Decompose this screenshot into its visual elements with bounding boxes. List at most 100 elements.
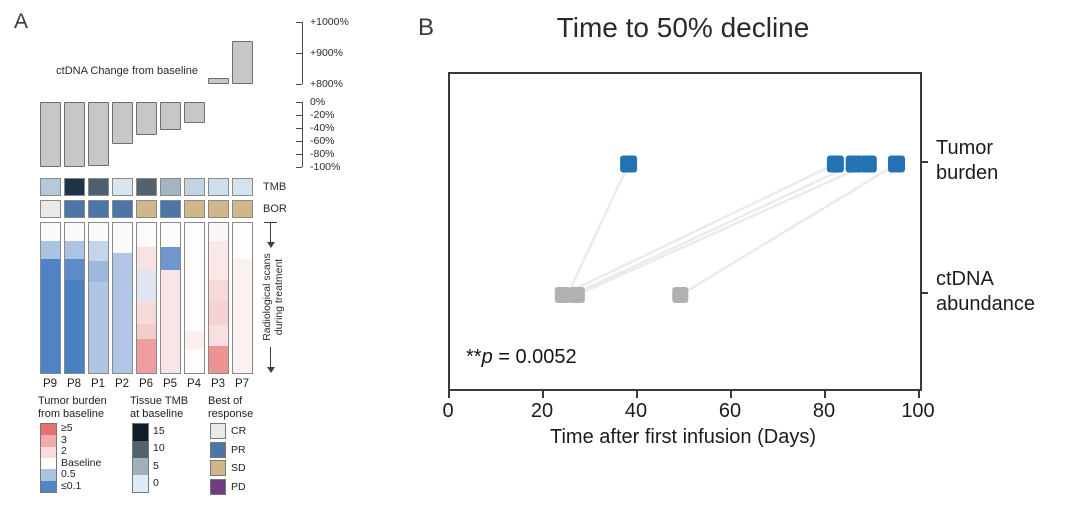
legend-label: 0 — [153, 477, 159, 490]
ctdna-decrease-bar — [183, 102, 205, 123]
tumor-burden-point — [826, 155, 844, 173]
axis-tick-label: -20% — [310, 109, 335, 121]
heatmap-cell — [208, 241, 228, 280]
tumor-burden-tick — [920, 161, 928, 163]
ctdna-decrease-bar — [159, 102, 181, 130]
scatter-plot — [554, 155, 905, 303]
ctdna-decrease-bar — [135, 102, 157, 135]
heatmap-cell — [64, 241, 84, 259]
heatmap-cell — [136, 223, 156, 247]
tmb-cell — [207, 178, 229, 196]
axis-tick — [296, 22, 302, 23]
legend-label: Baseline — [61, 456, 102, 469]
pair-connector-line — [576, 162, 869, 297]
y-label-line: Tumor — [936, 137, 994, 159]
legend-swatch — [133, 441, 148, 458]
axis-tick — [296, 53, 302, 54]
heatmap-column — [207, 222, 229, 374]
axis-tick — [296, 128, 302, 129]
patient-label: P5 — [162, 378, 178, 390]
legend-title-line: response — [208, 407, 254, 420]
axis-tick-label: -100% — [310, 161, 341, 173]
legend-swatch — [133, 458, 148, 475]
ctdna-increase-bar — [231, 40, 253, 84]
legend-label: CR — [231, 425, 247, 437]
tumor-burden-point — [859, 155, 877, 173]
down-arrow-icon — [267, 242, 275, 248]
heatmap-column — [159, 222, 181, 374]
legend-swatch — [210, 478, 226, 495]
tmb-cell — [231, 178, 253, 196]
legend-label: PR — [231, 443, 246, 456]
down-arrow-icon — [267, 367, 275, 373]
tumor-burden-point — [888, 155, 905, 173]
pair-connector-line — [562, 162, 836, 297]
bor-cell — [159, 200, 181, 218]
legend-label: 15 — [153, 425, 165, 437]
tmb-cell — [87, 178, 109, 196]
heatmap-cell — [160, 269, 180, 373]
heatmap-cell — [88, 281, 108, 373]
heatmap-cell — [184, 223, 204, 331]
axis-tick-label: -40% — [310, 122, 335, 134]
tmb-cell — [63, 178, 85, 196]
panel-a: A ctDNA Change from baseline +1000% +900%… — [0, 0, 400, 511]
patient-label: P2 — [114, 378, 130, 390]
patient-label: P9 — [42, 378, 58, 390]
ctdna-point — [568, 287, 585, 303]
ctdna-increase-bar — [207, 77, 229, 84]
axis-line — [302, 102, 303, 167]
heatmap-column — [183, 222, 205, 374]
legend-swatch — [41, 435, 56, 447]
heatmap-cell — [160, 247, 180, 270]
legend-swatch — [41, 424, 56, 436]
axis-tick-label: +1000% — [310, 16, 349, 28]
ctdna-point — [554, 287, 571, 303]
y-label-line: ctDNA — [936, 268, 994, 290]
heatmap-cell — [184, 349, 204, 373]
legend-swatch — [41, 480, 56, 492]
heatmap-cell — [208, 325, 228, 346]
axis-line — [302, 22, 303, 84]
legend-label: 0.5 — [61, 468, 76, 481]
heatmap-cell — [208, 280, 228, 301]
legend-swatch — [41, 469, 56, 481]
heatmap-cell — [88, 223, 108, 241]
bor-cell — [87, 200, 109, 218]
legend-title-line: Tissue TMB — [130, 395, 189, 407]
p-value: = 0.0052 — [492, 346, 577, 368]
legend-label: ≤0.1 — [61, 479, 82, 492]
legend-label: ≥5 — [61, 422, 73, 434]
tmb-cell — [39, 178, 61, 196]
legend-tumor-burden-swatches — [40, 423, 57, 493]
tmb-cell — [159, 178, 181, 196]
heatmap-cell — [208, 223, 228, 241]
p-symbol: p — [481, 346, 493, 368]
axis-tick — [296, 167, 302, 168]
legend-label: 2 — [61, 445, 67, 458]
ctdna-decrease-bar — [63, 102, 85, 167]
ctdna-abundance-axis-label: ctDNA abundance — [936, 267, 1035, 317]
scans-annotation: Radiological scans during treatment — [261, 241, 285, 353]
x-axis-tick — [636, 389, 638, 398]
legend-label: PD — [231, 480, 246, 493]
legend-title-line: from baseline — [38, 407, 105, 420]
bor-cell — [111, 200, 133, 218]
heatmap-cell — [136, 301, 156, 324]
heatmap-cell — [208, 301, 228, 325]
heatmap-column — [39, 222, 61, 374]
legend-swatch — [133, 475, 148, 492]
bor-cell — [135, 200, 157, 218]
heatmap-cell — [160, 223, 180, 247]
panel-a-label: A — [14, 10, 29, 33]
bor-cell — [183, 200, 205, 218]
heatmap-cell — [232, 223, 252, 259]
pair-connector-line — [566, 163, 630, 296]
legend-label: 10 — [153, 442, 165, 455]
bor-cell — [207, 200, 229, 218]
legend-swatch — [210, 460, 226, 476]
x-axis-tick-label: 100 — [901, 400, 935, 422]
heatmap-column — [63, 222, 85, 374]
heatmap-column — [135, 222, 157, 374]
legend-tumor-burden-title: Tumor burden from baseline — [38, 395, 107, 420]
